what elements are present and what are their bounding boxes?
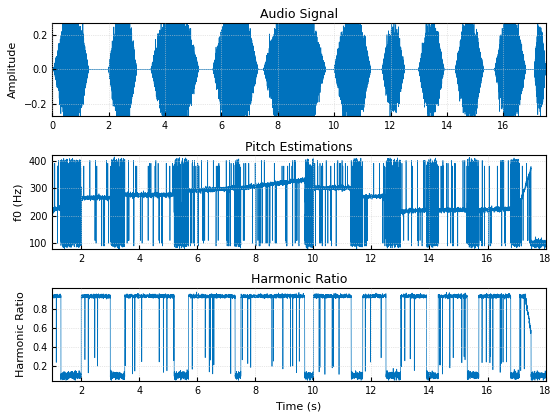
Title: Pitch Estimations: Pitch Estimations [245,141,353,154]
Title: Audio Signal: Audio Signal [260,8,338,21]
Y-axis label: Amplitude: Amplitude [8,41,18,98]
Y-axis label: f0 (Hz): f0 (Hz) [13,183,24,220]
X-axis label: Time (s): Time (s) [276,402,321,412]
Y-axis label: Harmonic Ratio: Harmonic Ratio [16,291,26,377]
Title: Harmonic Ratio: Harmonic Ratio [251,273,347,286]
